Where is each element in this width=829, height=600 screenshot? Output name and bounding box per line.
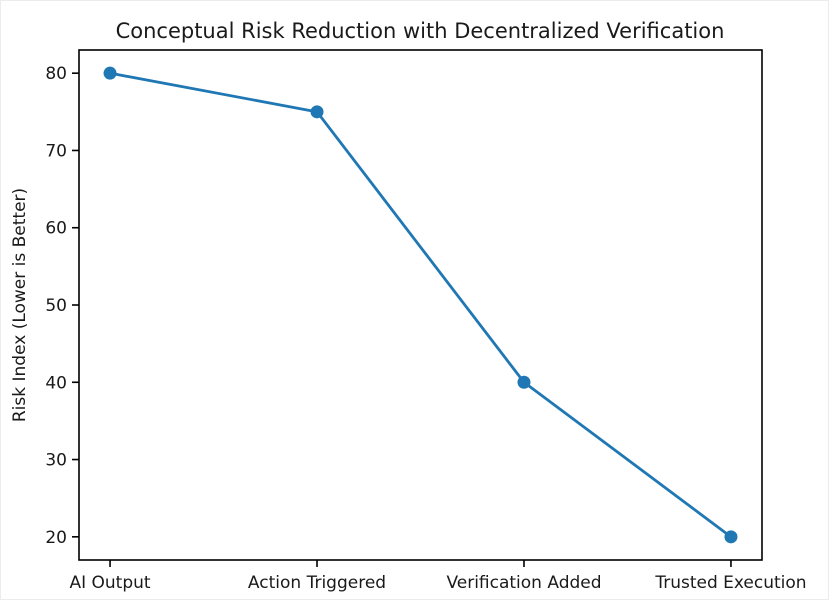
data-series (103, 66, 738, 544)
y-tick-label: 50 (45, 296, 67, 316)
y-tick-label: 80 (45, 64, 67, 84)
y-tick-label: 70 (45, 141, 67, 161)
x-tick-label: AI Output (69, 573, 150, 593)
data-point-marker (310, 105, 324, 119)
y-tick-label: 20 (45, 528, 67, 548)
x-tick-label: Action Triggered (248, 573, 386, 593)
x-axis-ticks: AI Output Action Triggered Verification Ad… (69, 560, 807, 593)
chart-title: Conceptual Risk Reduction with Decentral… (116, 19, 725, 43)
x-tick-label: Verification Added (446, 573, 601, 593)
y-tick-label: 30 (45, 451, 67, 471)
y-axis-label: Risk Index (Lower is Better) (10, 188, 30, 422)
risk-line (108, 71, 733, 539)
y-tick-label: 40 (45, 373, 67, 393)
data-point-marker (724, 530, 738, 544)
data-point-marker (103, 66, 117, 80)
x-tick-label: Trusted Execution (654, 573, 806, 593)
y-tick-label: 60 (45, 219, 67, 239)
y-axis-ticks: 20 30 40 50 60 70 80 (45, 64, 79, 548)
data-point-marker (517, 375, 531, 389)
